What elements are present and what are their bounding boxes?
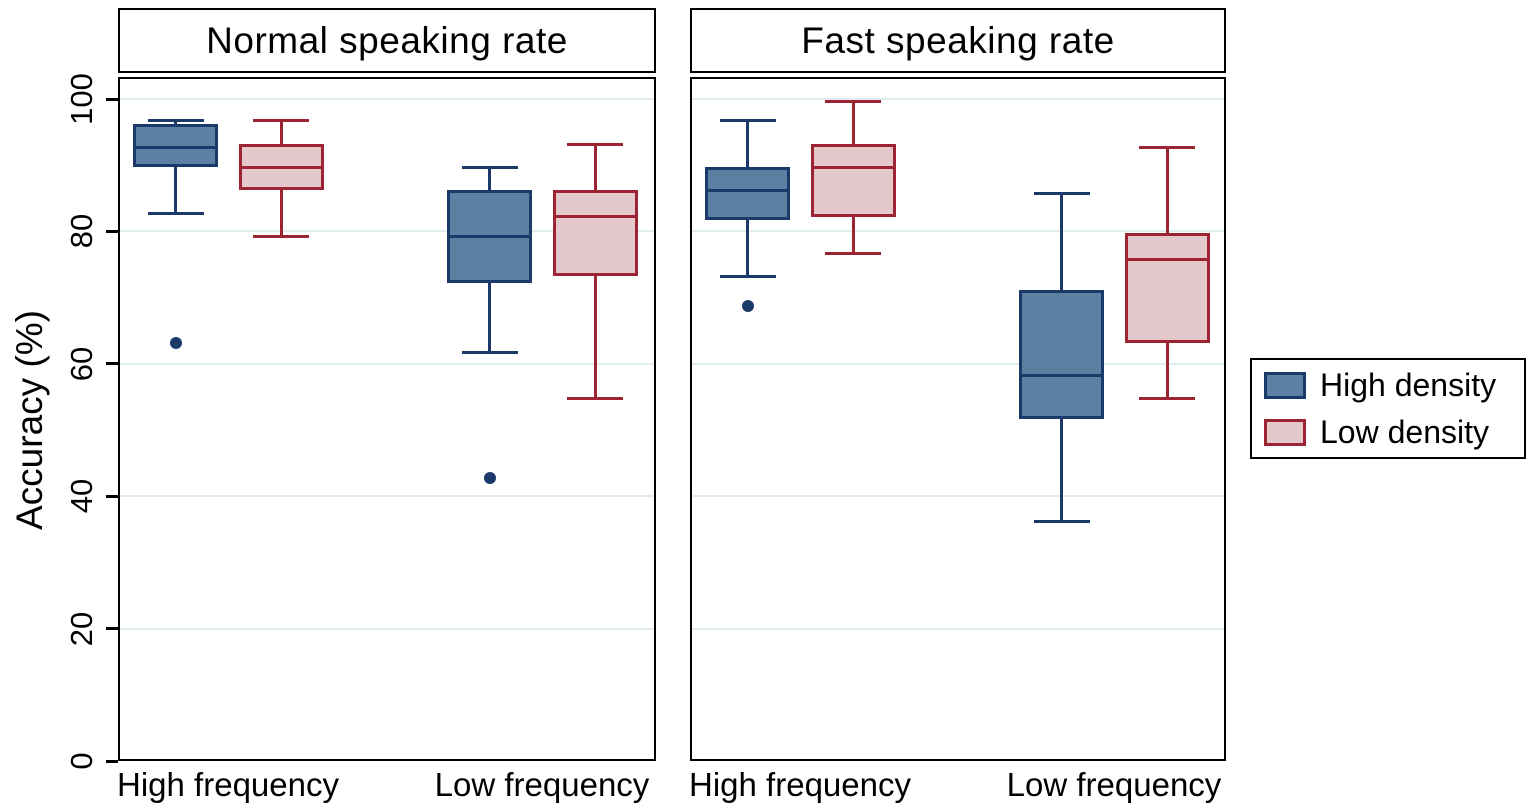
lower-whisker-cap (147, 212, 204, 216)
y-tick (106, 627, 118, 631)
median-line (705, 188, 791, 192)
high-density-swatch-icon (1264, 371, 1306, 399)
iqr-box (552, 190, 638, 277)
legend-item-high-density: High density (1264, 367, 1524, 404)
upper-whisker (488, 167, 492, 191)
x-category-label: Low frequency (434, 766, 650, 803)
outlier-dot (741, 300, 754, 313)
median-line (1124, 258, 1210, 262)
upper-whisker-cap (567, 142, 624, 146)
panel-title: Fast speaking rate (801, 19, 1115, 61)
upper-whisker-cap (461, 165, 518, 169)
upper-whisker-cap (147, 119, 204, 123)
iqr-box (810, 144, 896, 217)
legend: High density Low density (1250, 358, 1526, 459)
y-tick (106, 97, 118, 101)
y-tick (106, 229, 118, 233)
panel-fast-speaking-rate: Fast speaking rate High frequency Low fr… (689, 0, 1226, 811)
lower-whisker (1165, 342, 1169, 399)
gridline (692, 627, 1224, 630)
y-tick (106, 494, 118, 498)
lower-whisker-cap (1139, 397, 1196, 401)
upper-whisker-cap (719, 119, 776, 123)
panel-title-box: Normal speaking rate (118, 8, 656, 73)
median-line (552, 215, 638, 219)
lower-whisker (488, 283, 492, 353)
upper-whisker-cap (253, 119, 309, 123)
panel-title: Normal speaking rate (206, 19, 568, 61)
iqr-box (705, 167, 791, 221)
lower-whisker-cap (719, 274, 776, 278)
outlier-dot (483, 472, 496, 485)
y-tick-label: 40 (64, 478, 99, 514)
upper-whisker (593, 144, 597, 191)
median-line (810, 165, 896, 169)
upper-whisker-cap (1139, 145, 1196, 149)
upper-whisker (279, 120, 283, 145)
panel-normal-speaking-rate: Normal speaking rate High frequency Low … (117, 0, 656, 811)
legend-item-low-density: Low density (1264, 414, 1524, 451)
upper-whisker (851, 101, 855, 145)
gridline (120, 627, 654, 630)
gridline (692, 495, 1224, 498)
upper-whisker (746, 120, 750, 168)
gridline (120, 98, 654, 100)
y-tick-label: 20 (64, 611, 99, 646)
x-category-label: High frequency (689, 766, 911, 803)
y-tick-label: 0 (64, 752, 99, 770)
upper-whisker-cap (1033, 192, 1090, 196)
plot-area (118, 77, 656, 761)
x-category-label: Low frequency (1006, 766, 1222, 803)
iqr-box (133, 124, 219, 168)
lower-whisker (593, 276, 597, 399)
lower-whisker (279, 190, 283, 237)
iqr-box (1124, 233, 1210, 343)
gridline (120, 362, 654, 365)
median-line (1019, 374, 1105, 378)
upper-whisker (1060, 193, 1064, 290)
gridline (692, 98, 1224, 100)
lower-whisker-cap (1033, 519, 1090, 523)
y-tick-label: 100 (64, 73, 99, 125)
y-tick-label: 80 (64, 214, 99, 249)
gridline (692, 362, 1224, 365)
y-axis-title: Accuracy (%) (9, 310, 50, 530)
upper-whisker (174, 120, 178, 125)
median-line (238, 165, 324, 169)
y-tick (106, 759, 118, 763)
gridline (120, 230, 654, 233)
outlier-dot (169, 336, 182, 349)
panel-title-box: Fast speaking rate (690, 8, 1226, 73)
median-line (447, 235, 533, 239)
iqr-box (1019, 289, 1105, 419)
lower-whisker (746, 220, 750, 277)
low-density-swatch-icon (1264, 418, 1306, 446)
plot-area (690, 77, 1226, 761)
lower-whisker (174, 167, 178, 214)
y-tick (106, 362, 118, 366)
lower-whisker (1060, 418, 1064, 522)
gridline (692, 230, 1224, 233)
lower-whisker-cap (567, 397, 624, 401)
lower-whisker-cap (825, 251, 881, 255)
median-line (133, 145, 219, 149)
gridline (120, 495, 654, 498)
x-category-label: High frequency (117, 766, 339, 803)
lower-whisker (851, 216, 855, 254)
upper-whisker (1165, 147, 1169, 234)
legend-label: High density (1320, 366, 1497, 403)
legend-label: Low density (1320, 413, 1489, 450)
upper-whisker-cap (825, 99, 881, 103)
y-tick-label: 60 (64, 346, 99, 382)
lower-whisker-cap (253, 235, 309, 239)
lower-whisker-cap (461, 351, 518, 355)
